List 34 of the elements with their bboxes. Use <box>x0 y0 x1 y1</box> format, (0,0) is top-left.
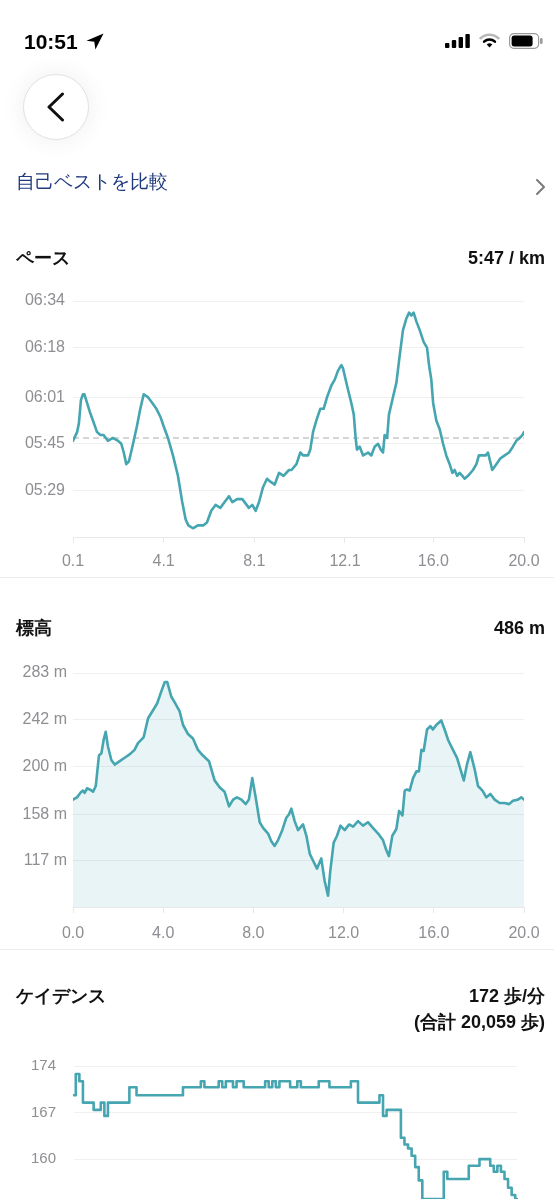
y-tick-label: 06:18 <box>24 338 66 356</box>
chart-subtitle: 486 m <box>493 617 545 640</box>
chart-subtitle: 172 歩/分 <box>468 985 545 1008</box>
y-tick-label: 06:01 <box>24 387 66 405</box>
chart-subtitle: 5:47 / km <box>467 247 545 270</box>
x-tick-label: 16.0 <box>417 552 450 570</box>
x-tick-label: 8.0 <box>242 924 265 942</box>
y-tick-label: 05:29 <box>24 480 66 498</box>
x-tick-label: 12.1 <box>329 552 361 570</box>
chart-title: 標高 <box>16 617 52 640</box>
y-tick-label: 05:45 <box>24 434 66 452</box>
chart-title: ペース <box>16 247 70 270</box>
x-tick-label: 0.0 <box>61 924 85 942</box>
y-tick-label: 174 <box>30 1056 56 1074</box>
y-tick-label: 242 m <box>22 709 67 727</box>
y-tick-label: 283 m <box>22 663 67 681</box>
x-tick-label: 20.0 <box>508 552 540 570</box>
x-tick-label: 4.1 <box>152 552 175 570</box>
text: 10:51 <box>24 30 78 54</box>
x-tick-label: 0.1 <box>61 552 85 570</box>
x-tick-label: 8.1 <box>243 552 266 570</box>
y-tick-label: 158 m <box>22 804 67 822</box>
text: (合計 20,059 歩) <box>413 1011 545 1034</box>
chart-title: ケイデンス <box>16 985 106 1008</box>
y-tick-label: 200 m <box>22 757 67 775</box>
y-tick-label: 117 m <box>23 851 67 869</box>
y-tick-label: 06:34 <box>24 291 66 309</box>
y-tick-label: 160 <box>30 1149 56 1167</box>
x-tick-label: 4.0 <box>152 924 175 942</box>
y-tick-label: 167 <box>30 1102 56 1120</box>
x-tick-label: 16.0 <box>418 924 450 942</box>
x-tick-label: 20.0 <box>508 924 540 942</box>
text: 自己ベストを比較 <box>16 171 168 193</box>
x-tick-label: 12.0 <box>328 924 360 942</box>
